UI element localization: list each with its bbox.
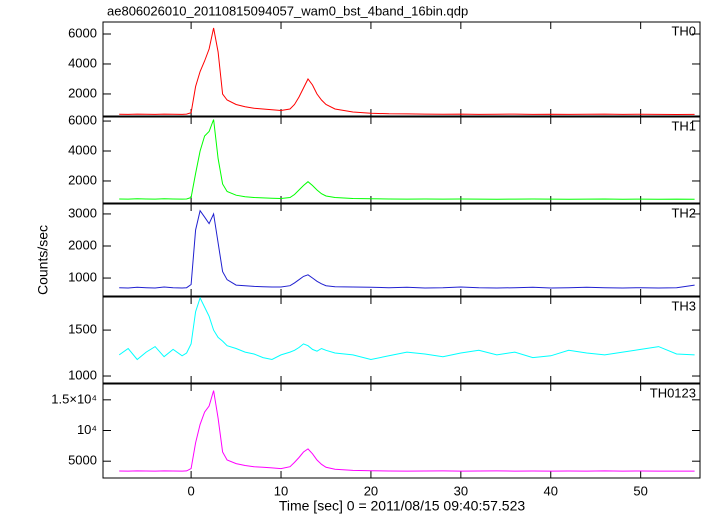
light-curve xyxy=(119,27,695,116)
y-tick-label: 5000 xyxy=(68,453,97,468)
y-tick-label: 6000 xyxy=(68,25,97,40)
light-curve xyxy=(118,296,695,361)
series-label: TH1 xyxy=(671,118,696,133)
y-tick-label: 6000 xyxy=(68,112,97,127)
light-curve xyxy=(119,390,695,472)
x-tick-label: 20 xyxy=(364,483,378,498)
y-tick-label: 4000 xyxy=(68,55,97,70)
series-label: TH2 xyxy=(671,205,696,220)
series-label: TH0123 xyxy=(650,385,696,400)
y-tick-label: 2000 xyxy=(68,237,97,252)
series-label: TH3 xyxy=(671,298,696,313)
x-tick-label: 0 xyxy=(187,483,194,498)
panel-frame xyxy=(102,203,701,297)
x-tick-label: 50 xyxy=(633,483,647,498)
y-tick-label: 2000 xyxy=(68,172,97,187)
y-tick-label: 10⁴ xyxy=(77,422,97,437)
y-tick-label: 3000 xyxy=(68,205,97,220)
x-tick-label: 30 xyxy=(454,483,468,498)
panel-frame xyxy=(102,296,701,384)
x-axis-label: Time [sec] 0 = 2011/08/15 09:40:57.523 xyxy=(279,498,526,514)
y-tick-label: 1000 xyxy=(68,269,97,284)
light-curve xyxy=(119,119,695,200)
y-tick-label: 2000 xyxy=(68,85,97,100)
light-curve xyxy=(119,209,695,289)
y-tick-label: 1500 xyxy=(68,322,97,337)
x-tick-label: 40 xyxy=(544,483,558,498)
chart-title: ae806026010_20110815094057_wam0_bst_4ban… xyxy=(107,3,468,18)
series-label: TH0 xyxy=(671,23,696,38)
panel-frame xyxy=(102,21,701,117)
y-tick-label: 1000 xyxy=(68,367,97,382)
panel-frame xyxy=(102,116,701,204)
panel-frame xyxy=(102,383,701,479)
y-tick-label: 1.5×10⁴ xyxy=(51,391,97,406)
x-tick-label: 10 xyxy=(274,483,288,498)
y-axis-label: Counts/sec xyxy=(35,225,51,295)
y-tick-label: 4000 xyxy=(68,142,97,157)
